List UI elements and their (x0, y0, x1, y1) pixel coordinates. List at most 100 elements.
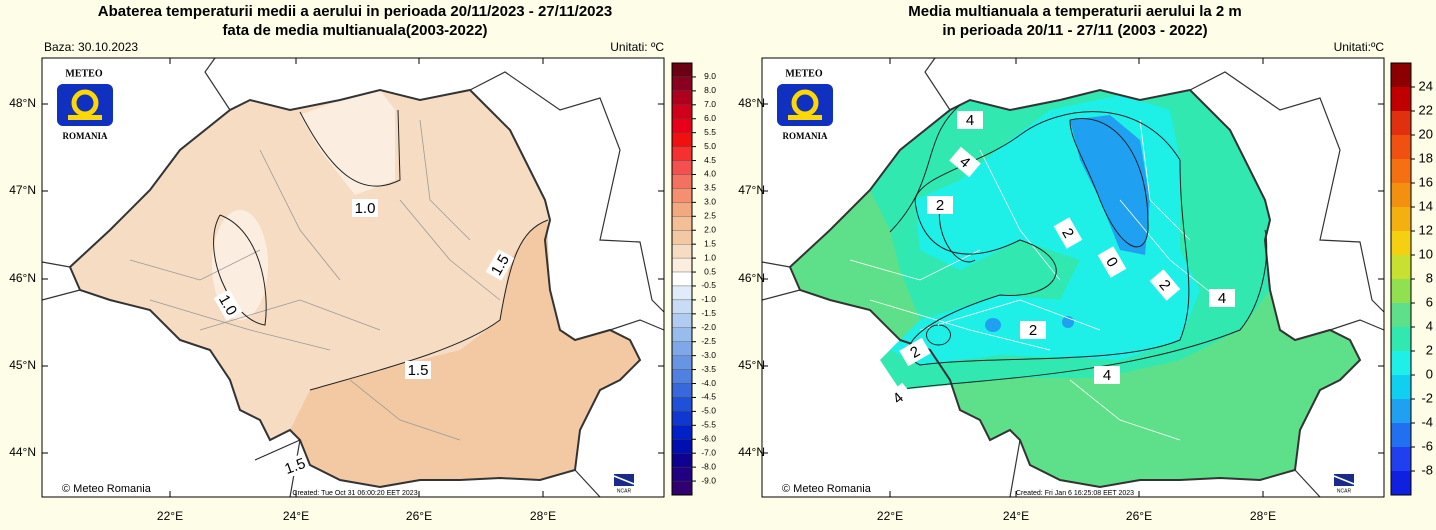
colorbar-box (671, 104, 693, 119)
colorbar-label: 8.0 (704, 85, 716, 95)
neighbor-border (609, 319, 665, 331)
colorbar-box (671, 244, 693, 259)
county-border (129, 249, 261, 281)
county-border (149, 299, 331, 351)
lat-label: 44°N (9, 445, 36, 459)
colorbar-box (1391, 351, 1411, 375)
contour-label: 2 (899, 337, 931, 367)
contour-label-bg (882, 382, 914, 414)
contour-label-bg (1209, 289, 1235, 307)
contour-label: 4 (1094, 366, 1120, 384)
logo-base (68, 115, 102, 120)
neighbor-border (1189, 71, 1385, 313)
colorbar-box (1391, 183, 1411, 207)
colorbar-box (671, 230, 693, 245)
ncar-label: NCAR (1337, 488, 1352, 494)
contour-line (213, 214, 267, 326)
contour-label: 2 (1053, 217, 1083, 249)
colorbar-box (671, 411, 693, 426)
colorbar-box (671, 299, 693, 314)
contour-label-bg (405, 361, 431, 379)
colorbar-label: 2.0 (704, 224, 716, 234)
neighbor-border (924, 57, 951, 111)
lon-label: 24°E (283, 509, 309, 523)
colorbar-box (671, 439, 693, 454)
county-border (849, 249, 981, 281)
colorbar-label: -6 (1421, 438, 1433, 453)
colorbar-label: -5.0 (701, 406, 716, 416)
lon-label: 24°E (1003, 509, 1029, 523)
contour-line (254, 439, 301, 461)
contour-label-text: 4 (1103, 367, 1111, 384)
county-border (399, 199, 501, 301)
lat-label: 45°N (738, 358, 765, 372)
colorbar-box (671, 369, 693, 384)
colorbar-box (1391, 255, 1411, 279)
colorbar-box (1391, 303, 1411, 327)
colorbar-box (1391, 207, 1411, 231)
lat-label: 47°N (9, 183, 36, 197)
contour-label-bg (352, 199, 378, 217)
colorbar-label: 3.0 (704, 197, 716, 207)
colorbar-box (671, 90, 693, 105)
colorbar-label: -5.5 (701, 420, 716, 430)
colorbar-label: -7.0 (701, 447, 716, 457)
contour-line (889, 104, 961, 233)
colorbar-box (671, 313, 693, 328)
colorbar-box (671, 480, 693, 496)
colorbar-frame (671, 62, 693, 496)
lat-label: 47°N (738, 183, 765, 197)
colorbar-label: -2 (1421, 390, 1433, 405)
neighbor-border (41, 261, 71, 268)
contour-label: 4 (882, 382, 914, 414)
contour-label: 2 (1149, 269, 1181, 301)
county-border (419, 119, 471, 241)
colorbar-label: -1.5 (701, 308, 716, 318)
units: Unitati: ºC (610, 40, 664, 54)
contour-label: 0 (1097, 246, 1127, 278)
base-date: Baza: 30.10.2023 (44, 40, 138, 54)
map-panel: Media multianuala a temperaturii aerului… (738, 3, 1433, 523)
colorbar-label: -8.0 (701, 461, 716, 471)
colorbar-label: 20 (1419, 126, 1433, 141)
county-border (259, 149, 341, 281)
panel-title: Media multianuala a temperaturii aerului… (908, 3, 1241, 20)
lat-label: 44°N (738, 445, 765, 459)
lat-label: 45°N (9, 358, 36, 372)
contour-label-text: 1.5 (408, 362, 429, 379)
colorbar-label: 4.0 (704, 169, 716, 179)
lat-label: 46°N (738, 271, 765, 285)
lon-label: 22°E (877, 509, 903, 523)
colorbar-label: 14 (1419, 198, 1433, 213)
ncar-stripe (1333, 475, 1355, 485)
contour-label: 1.0 (352, 199, 378, 217)
contour-line (938, 204, 976, 263)
contour-label-text: 4 (966, 112, 974, 129)
colorbar-box (671, 466, 693, 482)
colorbar-box (1391, 111, 1411, 135)
county-border (869, 299, 1051, 351)
temperature-zone (985, 318, 1001, 332)
colorbar-label: 22 (1419, 102, 1433, 117)
colorbar-label: 5.0 (704, 141, 716, 151)
colorbar-box (671, 285, 693, 301)
county-border (919, 299, 1101, 331)
temperature-zone (290, 220, 640, 487)
colorbar-label: 1.5 (704, 238, 716, 248)
logo-name: METEO (65, 68, 102, 79)
colorbar-box (671, 62, 693, 78)
contour-label: 4 (1209, 289, 1235, 307)
created-stamp: Created: Fri Jan 6 16:25:08 EET 2023 (1016, 490, 1134, 497)
county-border (979, 149, 1061, 281)
neighbor-border (204, 57, 231, 111)
logo-sun (791, 89, 819, 117)
neighbor-border (574, 469, 601, 498)
colorbar-label: -1.0 (701, 294, 716, 304)
colorbar-label: 12 (1419, 222, 1433, 237)
contour-label-bg (485, 249, 515, 281)
colorbar-box (1391, 63, 1411, 87)
colorbar-label: 3.5 (704, 183, 716, 193)
colorbar-box (671, 76, 693, 92)
colorbar-label: -2.5 (701, 336, 716, 346)
colorbar-box (671, 160, 693, 175)
